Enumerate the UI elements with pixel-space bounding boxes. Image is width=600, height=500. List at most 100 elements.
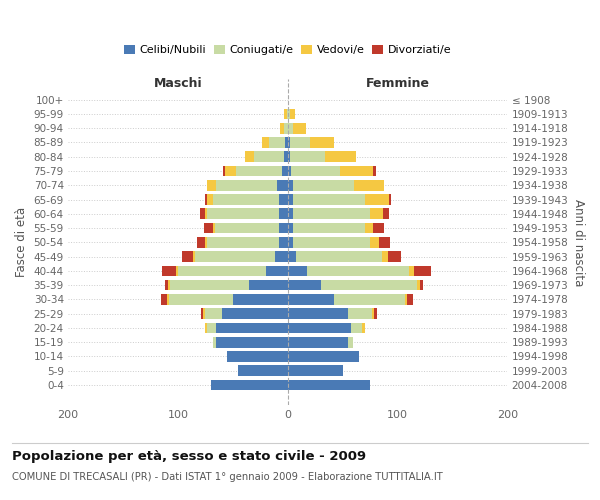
Bar <box>204 222 213 234</box>
Bar <box>284 152 287 162</box>
Bar <box>213 222 215 234</box>
Bar <box>216 180 277 190</box>
Bar <box>352 322 362 334</box>
Bar <box>414 266 431 276</box>
Bar <box>236 166 282 176</box>
Bar <box>200 208 205 219</box>
Bar <box>340 166 373 176</box>
Bar <box>216 337 287 347</box>
Bar <box>163 266 176 276</box>
Bar <box>225 166 236 176</box>
Bar <box>310 137 334 148</box>
Bar <box>365 222 373 234</box>
Bar <box>290 152 325 162</box>
Bar <box>205 237 208 248</box>
Bar <box>365 194 389 205</box>
Bar <box>213 337 216 347</box>
Bar <box>222 308 287 319</box>
Bar <box>293 180 353 190</box>
Bar <box>287 194 293 205</box>
Bar <box>287 152 290 162</box>
Bar <box>277 180 287 190</box>
Bar <box>287 251 296 262</box>
Bar <box>293 222 365 234</box>
Bar <box>334 294 405 304</box>
Bar <box>362 322 365 334</box>
Bar <box>280 123 284 134</box>
Bar <box>245 152 254 162</box>
Bar <box>201 308 203 319</box>
Bar <box>211 380 287 390</box>
Bar <box>168 280 170 290</box>
Bar <box>205 308 222 319</box>
Text: Popolazione per età, sesso e stato civile - 2009: Popolazione per età, sesso e stato civil… <box>12 450 366 463</box>
Bar <box>419 280 423 290</box>
Bar <box>287 166 291 176</box>
Bar <box>293 208 370 219</box>
Bar <box>208 208 279 219</box>
Bar <box>262 137 269 148</box>
Bar <box>213 194 279 205</box>
Bar <box>388 251 401 262</box>
Bar <box>193 251 196 262</box>
Bar <box>287 222 293 234</box>
Bar <box>170 280 249 290</box>
Bar <box>287 380 370 390</box>
Bar <box>216 322 287 334</box>
Bar <box>379 237 390 248</box>
Legend: Celibi/Nubili, Coniugati/e, Vedovi/e, Divorziati/e: Celibi/Nubili, Coniugati/e, Vedovi/e, Di… <box>122 42 454 58</box>
Bar <box>279 222 287 234</box>
Bar <box>233 294 287 304</box>
Bar <box>287 294 334 304</box>
Bar <box>307 266 409 276</box>
Bar <box>382 251 388 262</box>
Bar <box>223 166 225 176</box>
Bar <box>348 337 353 347</box>
Bar <box>405 294 407 304</box>
Bar <box>373 166 376 176</box>
Bar <box>293 237 370 248</box>
Bar <box>348 308 372 319</box>
Bar <box>197 237 205 248</box>
Bar <box>286 137 287 148</box>
Bar <box>227 351 287 362</box>
Bar <box>275 251 287 262</box>
Bar <box>279 208 287 219</box>
Bar <box>161 294 167 304</box>
Bar <box>282 166 287 176</box>
Bar <box>293 194 365 205</box>
Bar <box>203 308 205 319</box>
Bar <box>287 108 290 120</box>
Bar <box>215 222 279 234</box>
Bar <box>269 137 286 148</box>
Bar <box>290 108 295 120</box>
Bar <box>287 322 352 334</box>
Bar <box>169 294 233 304</box>
Text: Maschi: Maschi <box>154 76 202 90</box>
Bar <box>238 366 287 376</box>
Bar <box>279 194 287 205</box>
Bar <box>279 237 287 248</box>
Text: COMUNE DI TRECASALI (PR) - Dati ISTAT 1° gennaio 2009 - Elaborazione TUTTITALIA.: COMUNE DI TRECASALI (PR) - Dati ISTAT 1°… <box>12 472 443 482</box>
Bar <box>370 237 379 248</box>
Bar <box>208 237 279 248</box>
Bar <box>370 208 383 219</box>
Bar <box>290 137 310 148</box>
Bar <box>296 251 382 262</box>
Bar <box>208 194 213 205</box>
Bar <box>287 180 293 190</box>
Text: Femmine: Femmine <box>365 76 430 90</box>
Bar <box>389 194 391 205</box>
Bar <box>205 208 208 219</box>
Bar <box>205 322 208 334</box>
Bar <box>383 208 389 219</box>
Bar <box>266 266 287 276</box>
Bar <box>287 308 348 319</box>
Bar <box>284 123 287 134</box>
Bar <box>418 280 419 290</box>
Bar <box>374 308 377 319</box>
Bar <box>176 266 178 276</box>
Bar <box>287 237 293 248</box>
Bar <box>287 266 307 276</box>
Bar <box>353 180 385 190</box>
